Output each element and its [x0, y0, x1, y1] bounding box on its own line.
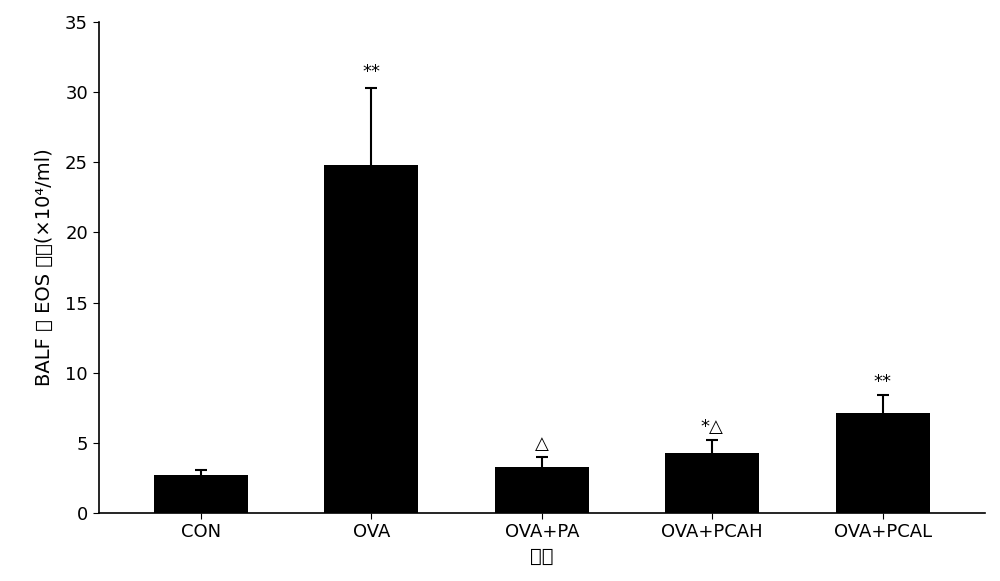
Text: *△: *△ — [701, 418, 724, 436]
Bar — [495, 467, 589, 513]
Bar — [324, 165, 418, 513]
Text: **: ** — [874, 373, 892, 391]
Text: △: △ — [535, 435, 549, 453]
Y-axis label: BALF 中 EOS 计数(×10⁴/ml): BALF 中 EOS 计数(×10⁴/ml) — [35, 149, 54, 386]
Text: **: ** — [362, 63, 380, 81]
Bar — [665, 453, 759, 513]
Bar — [154, 475, 248, 513]
X-axis label: 组别: 组别 — [530, 547, 554, 566]
Bar — [836, 414, 930, 513]
